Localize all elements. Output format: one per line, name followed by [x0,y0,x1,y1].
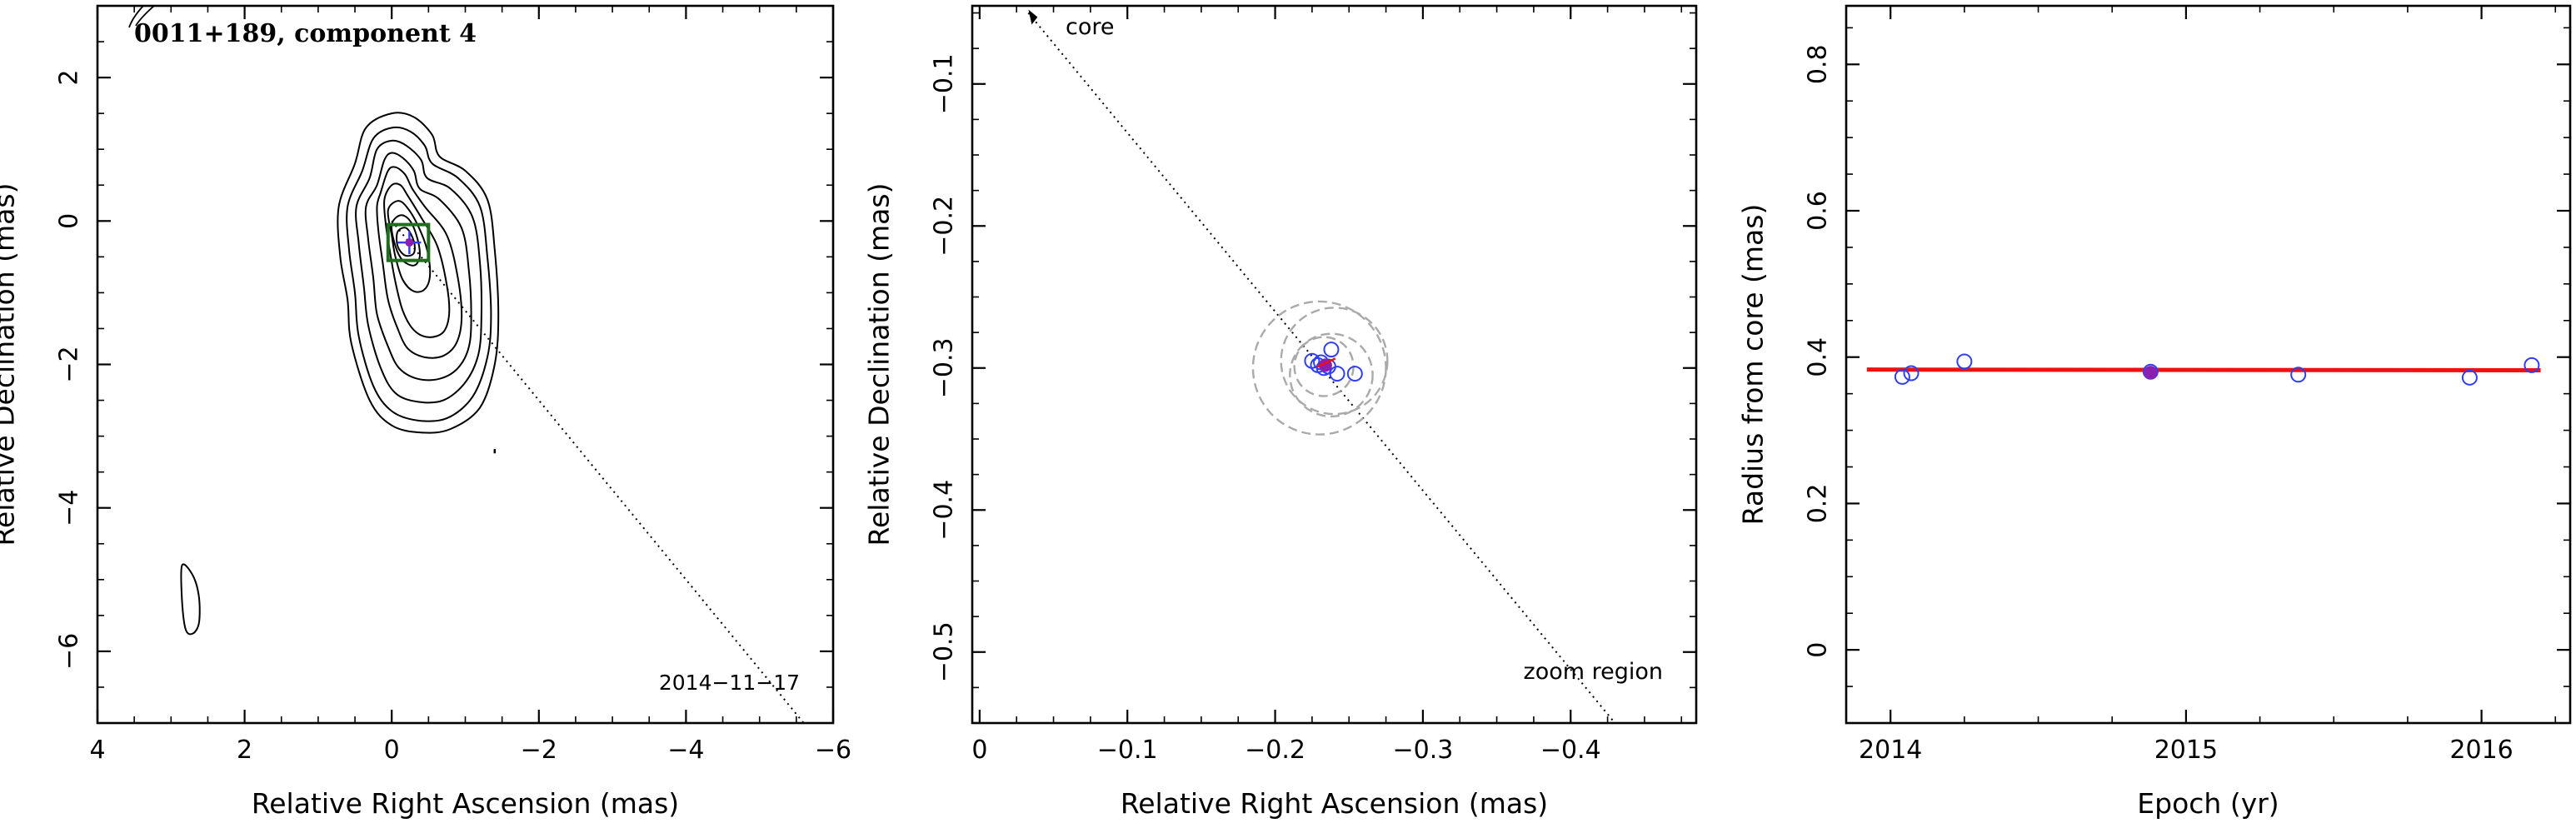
contour-line [180,563,201,636]
plot-area [1866,353,2541,386]
plot-area [1027,9,1616,723]
radius-panel: 2014 2015 2016 0 0.2 0.4 0.6 0.8 Epoch (yr) Radiu… [1737,4,2572,820]
data-point [2290,367,2307,383]
y-tick-label: 0.8 [1804,44,1833,84]
data-point [1956,353,1973,370]
fitted-vector [1316,357,1336,368]
contour-line [337,112,500,434]
data-point [2461,369,2478,386]
x-axis-label: Relative Right Ascension (mas) [252,787,679,820]
contour-line [346,126,492,422]
date-label: 2014−11−17 [659,671,800,695]
plot-area [128,6,805,723]
data-point [1323,342,1340,358]
contour-line [376,166,463,359]
y-tick-label: −0.1 [930,53,959,114]
core-arrow [1028,9,1038,25]
y-tick-label: 2 [55,70,84,86]
data-point [2524,357,2540,373]
uncertainty-circle [1289,332,1374,418]
data-point [1329,366,1345,382]
zoom-panel: core zoom region 0 −0.1 −0.2 −0.3 −0.4 −0.1 −0.2… [863,4,1698,820]
x-tick-label: −0.4 [1540,736,1601,765]
contour-line [364,152,472,382]
x-tick-label: −0.1 [1097,736,1158,765]
data-point [1894,368,1910,385]
x-tick-label: −4 [667,736,704,765]
x-tick-label: −2 [521,736,557,765]
y-tick-label: −0.4 [930,480,959,541]
x-tick-label: −0.2 [1245,736,1305,765]
zoom-box [386,222,431,262]
y-tick-label: −0.5 [930,621,959,682]
contour-line [383,182,451,338]
component-dot [405,238,414,247]
data-point [1903,365,1920,382]
x-tick-label: 2016 [2449,736,2513,765]
plot-frame [971,4,1698,725]
y-tick-label: −0.2 [930,196,959,257]
x-axis-label: Relative Right Ascension (mas) [1121,787,1548,820]
y-axis-label: Radius from core (mas) [1737,204,1770,526]
y-tick-label: 0 [1804,642,1833,658]
y-tick-label: 0 [55,213,84,229]
x-tick-label: 0 [971,736,987,765]
data-point [1346,366,1363,382]
y-tick-label: 0.6 [1804,191,1833,231]
contour-panel: 0011+189, component 4 2014−11−17 4 2 0 −2 −4 −6… [0,4,851,820]
panel-title: 0011+189, component 4 [134,19,477,48]
contour-line [396,227,416,257]
y-tick-label: 0.4 [1804,337,1833,377]
y-axis-label: Relative Declination (mas) [863,183,896,546]
x-tick-label: 2015 [2154,736,2218,765]
beam-edge-mark [128,6,155,28]
zoom-region-label: zoom region [1524,659,1663,685]
x-axis-label: Epoch (yr) [2137,787,2279,820]
fit-line [1866,367,2541,373]
y-axis-label: Relative Declination (mas) [0,183,21,546]
x-tick-label: 0 [384,736,400,765]
contour-line [387,200,432,293]
y-tick-label: −4 [55,490,84,526]
y-tick-label: 0.2 [1804,484,1833,524]
x-tick-label: −6 [815,736,851,765]
contour-line [391,214,421,267]
core-label: core [1066,14,1114,40]
highlight-point [2144,366,2158,380]
y-tick-label: −2 [55,346,84,382]
track-line [391,220,805,723]
plot-frame [96,4,835,725]
x-tick-label: 4 [89,736,105,765]
contour-line [355,139,482,404]
x-tick-label: 2 [237,736,252,765]
y-tick-label: −6 [55,633,84,670]
plot-frame [1845,4,2572,725]
y-tick-label: −0.3 [930,337,959,398]
x-tick-label: 2014 [1859,736,1922,765]
uncertainty-circle [1280,307,1389,416]
x-tick-label: −0.3 [1392,736,1453,765]
